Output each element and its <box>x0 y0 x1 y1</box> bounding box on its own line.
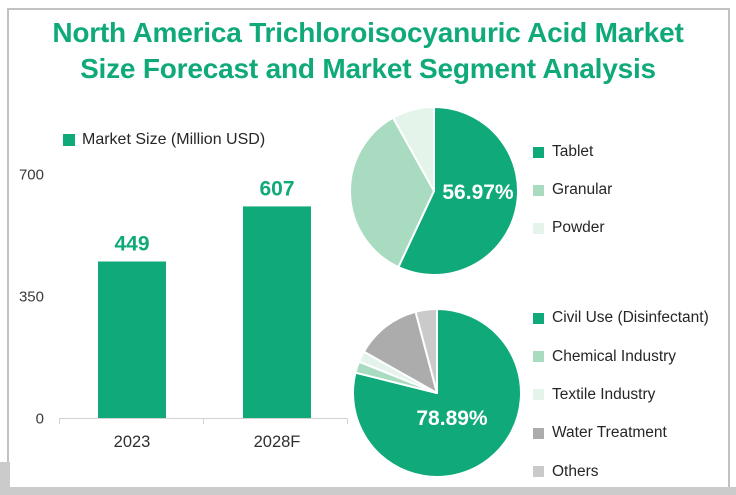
pie-slice-powder <box>392 106 435 192</box>
y-axis-tick-0: 0 <box>36 411 44 428</box>
panel-border-left <box>7 8 9 487</box>
legend-item-powder: Powder <box>533 209 612 247</box>
bar-legend-swatch <box>63 134 75 146</box>
legend-label-others: Others <box>552 462 599 480</box>
legend-item-textile-industry: Textile Industry <box>533 376 709 414</box>
y-axis-tick-700: 700 <box>19 167 44 184</box>
legend-item-granular: Granular <box>533 171 612 209</box>
legend-label-water-treatment: Water Treatment <box>552 424 667 442</box>
pie-slice-tablet <box>397 106 519 276</box>
legend-item-others: Others <box>533 453 709 491</box>
pie-slice-others <box>414 308 438 394</box>
panel-border-top <box>7 8 730 10</box>
legend-label-textile-industry: Textile Industry <box>552 385 656 403</box>
bar-2023 <box>98 261 166 418</box>
legend-label-tablet: Tablet <box>552 143 594 160</box>
pie-slice-water-treatment <box>362 310 438 394</box>
legend-swatch-water-treatment <box>533 427 544 439</box>
bar-chart-legend: Market Size (Million USD) <box>63 130 265 150</box>
legend-swatch-chemical-industry <box>533 351 544 363</box>
pie-chart-product <box>349 106 519 276</box>
legend-label-chemical-industry: Chemical Industry <box>552 347 677 365</box>
title-line-2: Size Forecast and Market Segment Analysi… <box>80 52 656 84</box>
legend-swatch-tablet <box>533 146 544 158</box>
legend-item-tablet: Tablet <box>533 133 612 171</box>
bar-value-label-2023: 449 <box>114 232 149 255</box>
panel-bottom-bar <box>0 487 736 495</box>
x-axis-label-2028f: 2028F <box>254 433 301 451</box>
y-axis-tick-350: 350 <box>19 289 44 306</box>
legend-swatch-others <box>533 466 544 478</box>
legend-label-powder: Powder <box>552 219 605 236</box>
pie-product-percent-label: 56.97% <box>442 181 514 204</box>
pie-chart-application <box>352 308 522 478</box>
legend-item-chemical-industry: Chemical Industry <box>533 337 709 375</box>
pie-application-percent-label: 78.89% <box>416 407 488 430</box>
legend-label-civil-use-disinfectant: Civil Use (Disinfectant) <box>552 309 709 327</box>
legend-item-water-treatment: Water Treatment <box>533 414 709 452</box>
legend-swatch-powder <box>533 222 544 234</box>
bar-chart: 0 350 700 449 2023 607 2028F <box>19 167 348 451</box>
legend-label-granular: Granular <box>552 181 613 198</box>
x-axis-label-2023: 2023 <box>114 433 151 451</box>
bar-legend-label: Market Size (Million USD) <box>82 131 266 148</box>
pie-application-legend: Civil Use (Disinfectant) Chemical Industr… <box>533 299 709 491</box>
legend-swatch-granular <box>533 184 544 196</box>
bar-value-label-2028f: 607 <box>259 177 294 200</box>
page-title: North America Trichloroisocyanuric Acid … <box>14 15 722 87</box>
panel-border-right <box>728 8 730 487</box>
legend-swatch-textile-industry <box>533 389 544 401</box>
title-line-1: North America Trichloroisocyanuric Acid … <box>52 17 684 48</box>
legend-item-civil-use-disinfectant: Civil Use (Disinfectant) <box>533 299 709 337</box>
panel-corner-block <box>0 462 10 495</box>
pie-product-legend: Tablet Granular Powder <box>533 133 612 247</box>
bar-2028f <box>243 206 311 418</box>
legend-swatch-civil-use-disinfectant <box>533 312 544 324</box>
